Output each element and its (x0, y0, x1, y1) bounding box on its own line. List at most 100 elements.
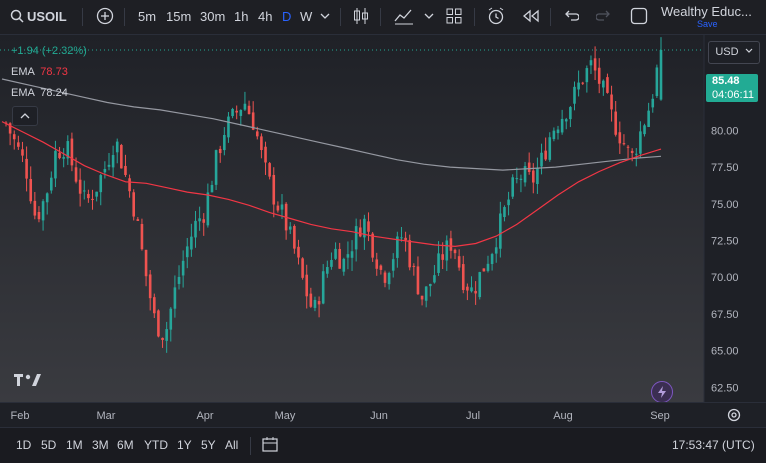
time-axis[interactable]: Feb Mar Apr May Jun Jul Aug Sep (0, 402, 766, 427)
compare-add-icon[interactable] (96, 0, 114, 34)
lightning-icon (658, 386, 666, 398)
legend-collapse-button[interactable] (12, 106, 38, 126)
range-all[interactable]: All (225, 438, 239, 452)
candle-body (54, 150, 57, 179)
y-tick-label: 67.50 (711, 309, 739, 321)
range-1d[interactable]: 1D (16, 438, 32, 452)
indicators-icon[interactable] (394, 0, 414, 34)
candle-body (544, 150, 547, 160)
symbol-search-icon[interactable] (10, 0, 24, 34)
candle-body (140, 223, 144, 250)
redo-icon[interactable] (595, 0, 612, 34)
candle-body (198, 218, 201, 222)
ema-slow-legend[interactable]: EMA 78.24 (11, 87, 68, 99)
interval-1h[interactable]: 1h (234, 9, 249, 24)
candle-body (272, 174, 276, 205)
candle-body (313, 299, 317, 308)
candle-body (569, 107, 572, 120)
x-tick-label: Sep (650, 410, 670, 422)
currency-selector[interactable]: USD (708, 41, 760, 64)
layout-grid-icon[interactable] (446, 0, 462, 34)
range-ytd[interactable]: YTD (144, 438, 168, 452)
interval-30m[interactable]: 30m (200, 9, 226, 24)
undo-icon[interactable] (563, 0, 580, 34)
tradingview-logo[interactable] (14, 372, 42, 393)
candle-body (247, 105, 251, 115)
candles-layer (4, 37, 663, 353)
candle-body (445, 240, 449, 261)
indicators-chevron-down-icon[interactable] (424, 0, 434, 34)
candle-body (560, 118, 564, 133)
x-tick-label: Aug (553, 410, 573, 422)
interval-5m[interactable]: 5m (138, 9, 157, 24)
y-axis-ticks: 62.50 65.00 67.50 70.00 72.50 75.00 77.50 80.00… (711, 89, 739, 395)
interval-4h[interactable]: 4h (258, 9, 273, 24)
ema-fast-legend[interactable]: EMA 78.73 (11, 66, 68, 78)
candle-body (548, 137, 552, 160)
candle-body (527, 162, 531, 173)
replay-icon[interactable] (522, 0, 540, 34)
candle-body (540, 152, 543, 167)
symbol-name[interactable]: USOIL (27, 9, 67, 24)
candle-body (387, 273, 391, 285)
interval-d[interactable]: D (282, 9, 292, 24)
candle-body (260, 136, 263, 151)
ema-slow-line (1, 78, 662, 171)
candle-body (466, 286, 469, 291)
candle-body (293, 225, 296, 249)
candle-body (626, 146, 630, 148)
candle-body (99, 175, 103, 193)
candle-body (231, 108, 234, 117)
range-6m[interactable]: 6M (117, 438, 134, 452)
currency-chevron-down-icon (745, 48, 753, 53)
candle-body (37, 211, 41, 220)
range-1m[interactable]: 1M (66, 438, 83, 452)
candle-body (66, 141, 70, 159)
candle-body (602, 80, 605, 88)
lightning-button[interactable] (651, 381, 673, 403)
price-chart[interactable]: 62.50 65.00 67.50 70.00 72.50 75.00 77.50 80.00… (0, 35, 766, 402)
candle-body (115, 141, 119, 153)
candle-body (268, 163, 271, 177)
candle-body (276, 205, 280, 211)
candle-body (227, 116, 230, 138)
date-range-calendar-icon[interactable] (262, 428, 278, 463)
candle-body (412, 265, 416, 267)
candle-body (371, 233, 374, 258)
candle-body (494, 247, 498, 254)
candle-body (416, 266, 420, 295)
alert-icon[interactable] (487, 0, 505, 34)
axis-settings-icon[interactable] (727, 408, 741, 427)
candle-body (185, 246, 189, 258)
save-label[interactable]: Save (697, 19, 718, 29)
candle-body (400, 237, 403, 239)
candle-body (424, 286, 428, 301)
clock-display[interactable]: 17:53:47 (UTC) (672, 438, 755, 452)
x-tick-label: May (275, 410, 296, 422)
candle-body (614, 111, 617, 135)
candle-body (503, 207, 506, 218)
candle-body (647, 110, 650, 127)
layout-name[interactable]: Wealthy Educ... (661, 4, 752, 19)
candle-body (470, 287, 473, 292)
interval-15m[interactable]: 15m (166, 9, 192, 24)
interval-w[interactable]: W (300, 9, 313, 24)
candle-body (321, 271, 325, 304)
range-1y[interactable]: 1Y (177, 438, 192, 452)
range-3m[interactable]: 3M (92, 438, 109, 452)
range-5d[interactable]: 5D (41, 438, 57, 452)
candle-body (429, 283, 432, 287)
layout-square-icon[interactable] (630, 0, 648, 34)
last-price-tag: 85.48 04:06:11 (706, 74, 758, 102)
candle-body (363, 218, 366, 238)
candle-body (29, 179, 33, 202)
candle-body (622, 143, 626, 145)
candles-type-icon[interactable] (353, 0, 369, 34)
candle-body (124, 165, 127, 175)
candle-body (82, 190, 86, 192)
range-5y[interactable]: 5Y (201, 438, 216, 452)
ema-fast-label: EMA (11, 66, 35, 78)
interval-chevron-down-icon[interactable] (320, 0, 330, 34)
candle-body (177, 276, 181, 284)
candle-body (144, 249, 148, 277)
